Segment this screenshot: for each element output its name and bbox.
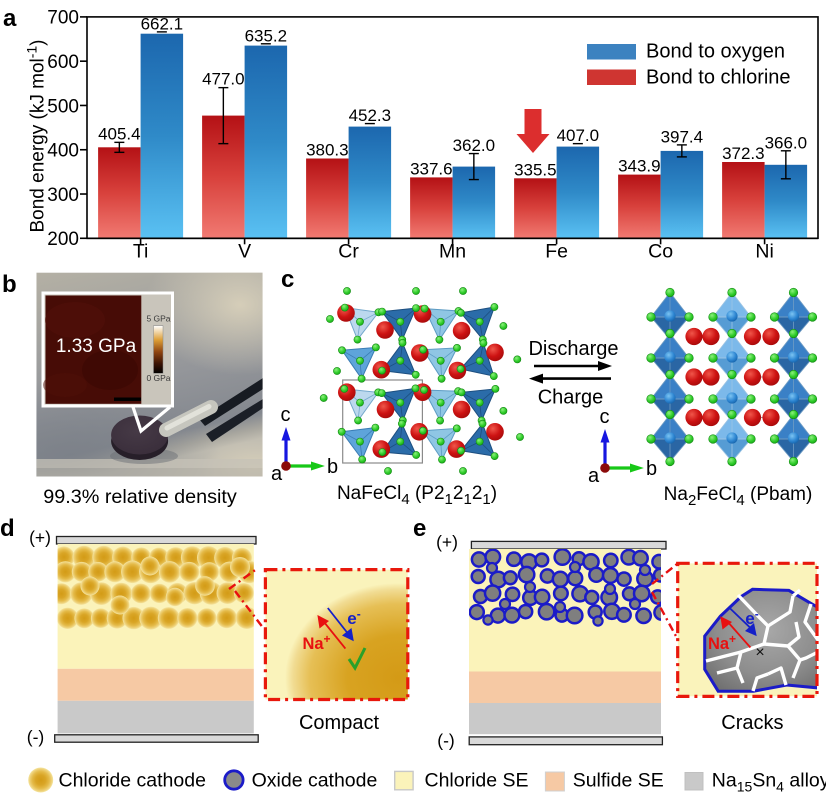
svg-text:343.9: 343.9 xyxy=(618,157,661,176)
svg-text:362.0: 362.0 xyxy=(453,136,496,155)
svg-text:Na15Sn4 alloy: Na15Sn4 alloy xyxy=(712,770,826,793)
svg-text:NaFeCl4 (P212121): NaFeCl4 (P212121) xyxy=(337,483,497,508)
svg-text:V: V xyxy=(238,241,251,263)
svg-text:Ti: Ti xyxy=(133,241,149,263)
svg-text:(+): (+) xyxy=(436,532,458,552)
svg-text:Fe: Fe xyxy=(545,241,568,263)
svg-text:Na2FeCl4 (Pbam): Na2FeCl4 (Pbam) xyxy=(664,484,813,509)
svg-text:(-): (-) xyxy=(27,727,44,747)
svg-text:Cracks: Cracks xyxy=(721,712,783,734)
svg-text:c: c xyxy=(600,406,610,428)
svg-text:366.0: 366.0 xyxy=(765,133,808,152)
svg-text:b: b xyxy=(327,456,338,478)
svg-text:Oxide cathode: Oxide cathode xyxy=(252,770,378,792)
svg-text:500: 500 xyxy=(47,96,79,117)
svg-text:Na+: Na+ xyxy=(302,632,330,653)
svg-text:407.0: 407.0 xyxy=(557,126,600,145)
svg-text:635.2: 635.2 xyxy=(245,26,288,45)
svg-text:(-): (-) xyxy=(437,731,454,751)
svg-text:337.6: 337.6 xyxy=(410,159,453,178)
svg-text:Bond to chlorine: Bond to chlorine xyxy=(646,67,791,89)
svg-text:b: b xyxy=(2,271,17,298)
svg-text:c: c xyxy=(281,266,294,293)
svg-text:600: 600 xyxy=(47,52,79,73)
svg-text:Chloride cathode: Chloride cathode xyxy=(59,770,206,792)
svg-text:Mn: Mn xyxy=(439,241,466,263)
svg-text:e: e xyxy=(413,515,426,542)
svg-text:300: 300 xyxy=(47,185,79,206)
svg-text:Cr: Cr xyxy=(338,241,359,263)
svg-text:b: b xyxy=(646,458,657,480)
svg-text:Bond energy (kJ mol-1): Bond energy (kJ mol-1) xyxy=(24,39,49,232)
svg-text:(+): (+) xyxy=(29,528,51,548)
svg-text:a: a xyxy=(271,463,283,485)
svg-text:a: a xyxy=(3,5,17,32)
svg-text:405.4: 405.4 xyxy=(98,124,141,143)
svg-text:662.1: 662.1 xyxy=(141,14,184,33)
svg-text:Sulfide SE: Sulfide SE xyxy=(573,770,664,792)
svg-text:1.33 GPa: 1.33 GPa xyxy=(56,336,137,357)
svg-text:5 GPa: 5 GPa xyxy=(146,314,170,324)
svg-text:400: 400 xyxy=(47,141,79,162)
svg-text:0 GPa: 0 GPa xyxy=(146,373,170,383)
svg-text:380.3: 380.3 xyxy=(306,140,349,159)
svg-text:Bond to oxygen: Bond to oxygen xyxy=(646,41,785,63)
svg-text:700: 700 xyxy=(47,8,79,29)
svg-text:Discharge: Discharge xyxy=(528,338,618,360)
svg-text:452.3: 452.3 xyxy=(349,106,392,125)
svg-text:397.4: 397.4 xyxy=(661,127,704,146)
svg-text:372.3: 372.3 xyxy=(722,144,765,163)
svg-text:d: d xyxy=(0,515,15,542)
svg-text:Compact: Compact xyxy=(299,712,379,734)
svg-text:Charge: Charge xyxy=(538,387,604,409)
svg-text:Chloride SE: Chloride SE xyxy=(425,770,529,792)
svg-text:c: c xyxy=(281,404,291,426)
svg-text:335.5: 335.5 xyxy=(514,160,557,179)
svg-text:477.0: 477.0 xyxy=(202,70,245,89)
svg-text:200: 200 xyxy=(47,229,79,250)
svg-text:Ni: Ni xyxy=(755,241,773,263)
svg-text:Na+: Na+ xyxy=(708,632,736,653)
svg-text:×: × xyxy=(755,644,764,661)
svg-text:Co: Co xyxy=(648,241,673,263)
svg-text:99.3% relative density: 99.3% relative density xyxy=(43,486,237,508)
svg-text:a: a xyxy=(588,465,600,487)
